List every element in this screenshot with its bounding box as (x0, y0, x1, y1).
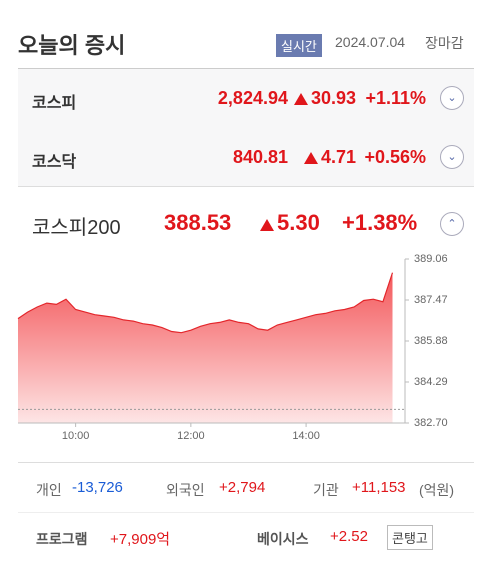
index-row: 코스피 2,824.94 30.93 +1.11% ⌄ (18, 68, 474, 128)
index-change: 5.30 (260, 210, 320, 236)
y-tick-label: 387.47 (414, 294, 448, 306)
badge: 실시간 (276, 34, 322, 57)
y-tick-label: 389.06 (414, 253, 448, 265)
date: 2024.07.04 (335, 34, 406, 50)
index-value: 388.53 (164, 210, 232, 235)
change: 5.30 (277, 210, 320, 235)
divider (18, 462, 474, 463)
index-value: 840.81 (232, 147, 288, 167)
index-rate: +1.11% (365, 88, 426, 108)
x-tick-label: 10:00 (62, 430, 90, 442)
program-value: +7,909억 (110, 531, 171, 548)
change: 30.93 (310, 88, 356, 108)
y-tick-label: 384.29 (414, 376, 448, 388)
area (18, 272, 393, 423)
change: 4.71 (320, 147, 356, 167)
basis-label: 베이시스 (257, 531, 309, 547)
status: 장마감 (425, 35, 464, 51)
line (17, 272, 394, 334)
index-name: 코스피 (32, 95, 77, 112)
chart: 382.70 384.29 385.88 387.47 389.06 10:00 12:00… (17, 253, 448, 442)
investor-label: 기관 (313, 482, 339, 498)
x-tick-label: 14:00 (292, 430, 320, 442)
divider (18, 512, 474, 513)
up-icon (303, 152, 318, 164)
unit: (억원) (419, 482, 455, 498)
up-icon (293, 93, 308, 105)
program-label: 프로그램 (36, 531, 88, 547)
expand-button[interactable]: ⌄ (440, 145, 464, 169)
index-change: 30.93 (293, 88, 356, 109)
investor-value: +11,153 (352, 479, 406, 496)
index-rate: +1.38% (342, 210, 418, 235)
index-value: 2,824.94 (217, 88, 288, 108)
expand-button[interactable]: ⌄ (440, 86, 464, 110)
basis-value: +2.52 (330, 528, 368, 545)
index-change: 4.71 (303, 147, 356, 168)
y-tick-label: 382.70 (414, 417, 448, 429)
index-name: 코스피200 (32, 217, 121, 239)
basis-state: 콘탱고 (387, 525, 433, 550)
investor-label: 외국인 (166, 482, 205, 498)
up-icon (260, 219, 274, 231)
x-tick-label: 12:00 (177, 430, 205, 442)
y-tick-label: 385.88 (414, 335, 448, 347)
index-row: 코스닥 840.81 4.71 +0.56% ⌄ (18, 127, 474, 187)
collapse-button[interactable]: ⌃ (440, 212, 464, 236)
index-name: 코스닥 (32, 154, 77, 171)
investor-value: -13,726 (72, 479, 123, 496)
title: 오늘의 증시 (18, 33, 126, 58)
index-rate: +0.56% (364, 147, 426, 167)
investor-label: 개인 (36, 482, 62, 498)
investor-value: +2,794 (219, 479, 266, 496)
